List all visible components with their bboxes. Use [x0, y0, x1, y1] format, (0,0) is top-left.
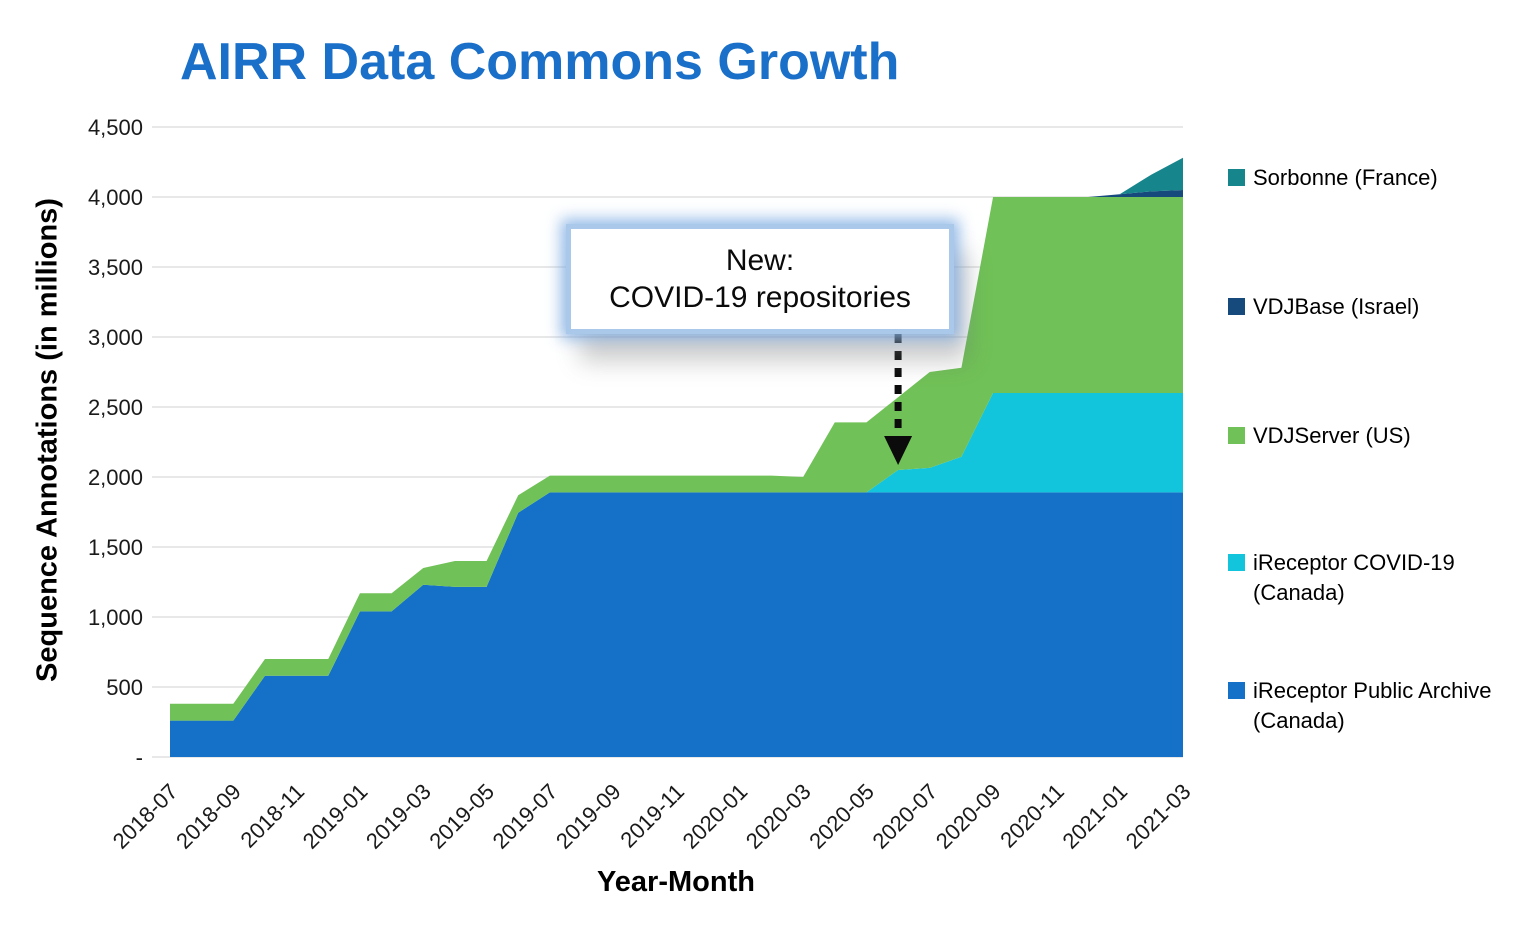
- y-tick-label: 1,000: [88, 605, 143, 630]
- annotation-callout: New: COVID-19 repositories: [566, 224, 954, 334]
- legend-label: Sorbonne (France): [1253, 165, 1438, 190]
- annotation-line-1: New:: [725, 244, 795, 277]
- x-tick-label: 2020-09: [931, 779, 1006, 854]
- x-tick-label: 2021-03: [1121, 779, 1196, 854]
- x-tick-label: 2020-01: [678, 779, 753, 854]
- y-tick-label: 3,000: [88, 325, 143, 350]
- y-tick-label: 4,500: [88, 115, 143, 140]
- x-tick-label: 2018-11: [236, 779, 310, 853]
- y-tick-label: 4,000: [88, 185, 143, 210]
- x-tick-label: 2019-03: [361, 779, 436, 854]
- legend-label: iReceptor Public Archive (Canada): [1253, 678, 1492, 733]
- y-tick-label: -: [136, 745, 143, 770]
- legend-item-ireceptor-public-archive-canada-: iReceptor Public Archive (Canada): [1228, 676, 1525, 736]
- chart-legend: Sorbonne (France) VDJBase (Israel) VDJServ…: [1228, 0, 1528, 936]
- y-tick-label: 1,500: [88, 535, 143, 560]
- legend-label: VDJBase (Israel): [1253, 294, 1420, 319]
- x-tick-label: 2019-07: [488, 779, 563, 854]
- x-tick-label: 2018-07: [108, 779, 183, 854]
- legend-label: VDJServer (US): [1253, 423, 1411, 448]
- annotation-arrow-head: [884, 436, 913, 465]
- x-tick-label: 2018-09: [171, 779, 246, 854]
- y-tick-label: 2,500: [88, 395, 143, 420]
- x-tick-label: 2019-01: [298, 779, 373, 854]
- x-tick-label: 2019-11: [615, 779, 689, 853]
- legend-item-ireceptor-covid-19-canada-: iReceptor COVID-19 (Canada): [1228, 548, 1525, 608]
- x-tick-label: 2019-05: [424, 779, 499, 854]
- x-tick-label: 2020-07: [868, 779, 943, 854]
- x-tick-label: 2020-03: [741, 779, 816, 854]
- legend-swatch: [1228, 427, 1245, 444]
- legend-swatch: [1228, 554, 1245, 571]
- x-tick-label: 2021-01: [1057, 779, 1132, 854]
- legend-swatch: [1228, 298, 1245, 315]
- legend-swatch: [1228, 682, 1245, 699]
- y-tick-label: 2,000: [88, 465, 143, 490]
- page-title: AIRR Data Commons Growth: [180, 33, 900, 91]
- annotation-line-2: COVID-19 repositories: [609, 281, 911, 314]
- x-tick-label: 2020-11: [995, 779, 1069, 853]
- legend-item-vdjserver-us-: VDJServer (US): [1228, 421, 1525, 451]
- area-vdjserver-us-: [170, 197, 1183, 721]
- x-tick-label: 2020-05: [804, 779, 879, 854]
- area-ireceptor-public-archive-canada-: [170, 492, 1183, 757]
- x-axis-title: Year-Month: [597, 866, 755, 898]
- y-tick-label: 500: [106, 675, 143, 700]
- area-ireceptor-covid-19-canada-: [170, 393, 1183, 721]
- y-tick-label: 3,500: [88, 255, 143, 280]
- legend-item-vdjbase-israel-: VDJBase (Israel): [1228, 292, 1525, 322]
- x-tick-label: 2019-09: [551, 779, 626, 854]
- legend-label: iReceptor COVID-19 (Canada): [1253, 550, 1455, 605]
- legend-swatch: [1228, 169, 1245, 186]
- legend-item-sorbonne-france-: Sorbonne (France): [1228, 163, 1525, 193]
